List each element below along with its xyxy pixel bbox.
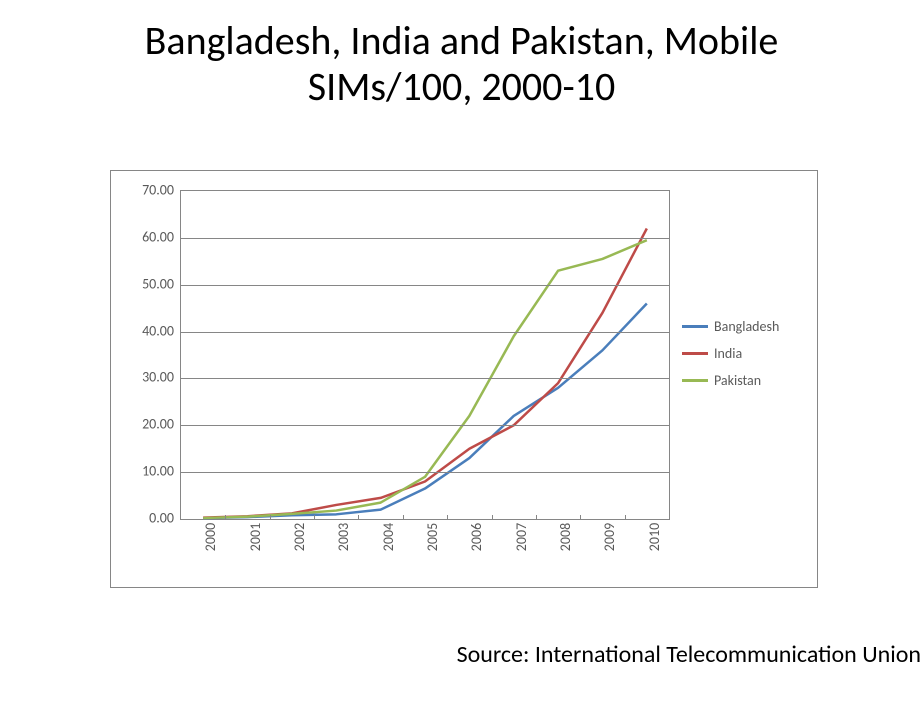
- gridline-h: [181, 332, 669, 333]
- title-line-2: SIMs/100, 2000-10: [308, 62, 615, 111]
- y-tick-label: 40.00: [114, 322, 174, 339]
- y-tick-label: 20.00: [114, 416, 174, 433]
- x-tick: [492, 515, 493, 519]
- x-tick-label: 2003: [335, 516, 352, 558]
- x-tick: [358, 515, 359, 519]
- series-lines: [181, 191, 669, 519]
- x-tick: [625, 515, 626, 519]
- legend-item: Pakistan: [682, 372, 802, 389]
- x-tick-label: 2001: [247, 516, 264, 558]
- y-tick-label: 50.00: [114, 275, 174, 292]
- legend-item: India: [682, 345, 802, 362]
- legend-swatch: [682, 352, 708, 355]
- x-tick: [536, 515, 537, 519]
- x-tick-label: 2009: [601, 516, 618, 558]
- series-line: [203, 228, 647, 517]
- x-tick-label: 2006: [468, 516, 485, 558]
- x-axis-labels: 2000200120022003200420052006200720082009…: [180, 535, 670, 585]
- slide: Bangladesh, India and Pakistan, Mobile S…: [0, 0, 923, 717]
- y-tick-label: 10.00: [114, 463, 174, 480]
- x-tick-label: 2007: [513, 516, 530, 558]
- x-tick: [225, 515, 226, 519]
- x-tick-label: 2000: [202, 516, 219, 558]
- x-tick: [403, 515, 404, 519]
- x-tick-label: 2005: [424, 516, 441, 558]
- x-tick-label: 2008: [557, 516, 574, 558]
- gridline-h: [181, 285, 669, 286]
- source-citation: Source: International Telecommunication …: [457, 640, 921, 669]
- series-line: [203, 303, 647, 518]
- chart-container: 0.0010.0020.0030.0040.0050.0060.0070.00 …: [110, 170, 818, 588]
- x-tick-label: 2002: [291, 516, 308, 558]
- gridline-h: [181, 472, 669, 473]
- x-tick-label: 2004: [380, 516, 397, 558]
- x-tick-label: 2010: [646, 516, 663, 558]
- legend-label: India: [714, 345, 742, 362]
- plot-area: [180, 190, 670, 520]
- legend-label: Pakistan: [714, 372, 761, 389]
- legend-label: Bangladesh: [714, 318, 779, 335]
- x-tick: [270, 515, 271, 519]
- y-tick-label: 0.00: [114, 510, 174, 527]
- gridline-h: [181, 238, 669, 239]
- x-tick: [447, 515, 448, 519]
- title-line-1: Bangladesh, India and Pakistan, Mobile: [145, 16, 779, 65]
- gridline-h: [181, 425, 669, 426]
- x-tick: [580, 515, 581, 519]
- y-tick-label: 70.00: [114, 182, 174, 199]
- y-tick-label: 60.00: [114, 228, 174, 245]
- legend-item: Bangladesh: [682, 318, 802, 335]
- y-tick-label: 30.00: [114, 369, 174, 386]
- chart-title: Bangladesh, India and Pakistan, Mobile S…: [0, 0, 923, 110]
- legend-swatch: [682, 325, 708, 328]
- x-tick: [314, 515, 315, 519]
- y-axis-labels: 0.0010.0020.0030.0040.0050.0060.0070.00: [110, 190, 176, 520]
- legend: Bangladesh India Pakistan: [682, 308, 802, 399]
- legend-swatch: [682, 379, 708, 382]
- gridline-h: [181, 378, 669, 379]
